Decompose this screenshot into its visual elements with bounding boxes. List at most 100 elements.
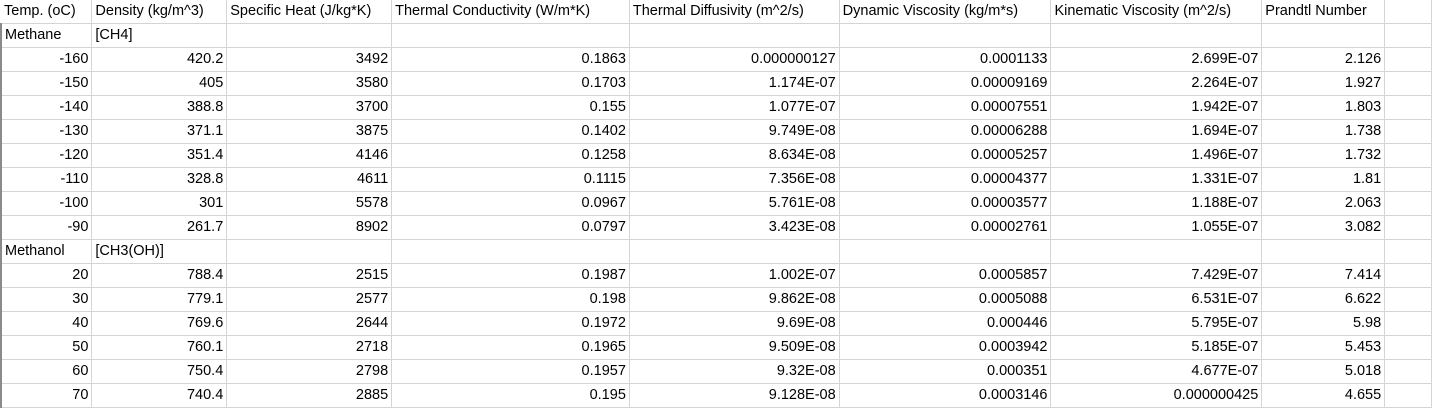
data-cell[interactable]: 2515 — [226, 263, 393, 288]
data-cell[interactable]: 6.531E-07 — [1050, 287, 1263, 312]
data-cell[interactable]: 1.803 — [1261, 95, 1386, 120]
data-cell[interactable]: 5.795E-07 — [1050, 311, 1263, 336]
column-header-cell[interactable] — [1384, 0, 1432, 24]
column-header-cell[interactable]: Thermal Diffusivity (m^2/s) — [629, 0, 840, 24]
data-cell[interactable]: 0.0967 — [391, 191, 630, 216]
data-cell[interactable]: 1.942E-07 — [1050, 95, 1263, 120]
data-cell[interactable]: 0.1965 — [391, 335, 630, 360]
formula-cell[interactable] — [1050, 23, 1263, 48]
data-cell[interactable]: 60 — [0, 359, 93, 384]
formula-cell[interactable]: [CH4] — [91, 23, 228, 48]
data-cell[interactable]: 2644 — [226, 311, 393, 336]
formula-cell[interactable] — [839, 23, 1052, 48]
data-cell[interactable]: 0.0005088 — [839, 287, 1052, 312]
data-cell[interactable]: 7.356E-08 — [629, 167, 840, 192]
data-cell[interactable]: 0.0003146 — [839, 383, 1052, 408]
data-cell[interactable]: 0.1703 — [391, 71, 630, 96]
formula-cell[interactable] — [1384, 23, 1432, 48]
data-cell[interactable]: 2798 — [226, 359, 393, 384]
column-header-cell[interactable]: Thermal Conductivity (W/m*K) — [391, 0, 630, 24]
data-cell[interactable]: 5.98 — [1261, 311, 1386, 336]
data-cell[interactable]: 1.174E-07 — [629, 71, 840, 96]
data-cell[interactable] — [1384, 335, 1432, 360]
data-cell[interactable]: 0.00006288 — [839, 119, 1052, 144]
column-header-cell[interactable]: Specific Heat (J/kg*K) — [226, 0, 393, 24]
data-cell[interactable]: 40 — [0, 311, 93, 336]
data-cell[interactable]: 0.198 — [391, 287, 630, 312]
data-cell[interactable]: 3.423E-08 — [629, 215, 840, 240]
formula-cell[interactable] — [226, 23, 393, 48]
data-cell[interactable] — [1384, 95, 1432, 120]
data-cell[interactable]: 0.1402 — [391, 119, 630, 144]
formula-cell[interactable] — [629, 239, 840, 264]
data-cell[interactable]: 779.1 — [91, 287, 228, 312]
data-cell[interactable]: 1.81 — [1261, 167, 1386, 192]
data-cell[interactable]: 0.00003577 — [839, 191, 1052, 216]
data-cell[interactable]: 20 — [0, 263, 93, 288]
data-cell[interactable]: 3875 — [226, 119, 393, 144]
formula-cell[interactable] — [391, 23, 630, 48]
column-header-cell[interactable]: Kinematic Viscosity (m^2/s) — [1050, 0, 1263, 24]
data-cell[interactable] — [1384, 191, 1432, 216]
data-cell[interactable]: 0.00009169 — [839, 71, 1052, 96]
data-cell[interactable]: 4611 — [226, 167, 393, 192]
data-cell[interactable]: 420.2 — [91, 47, 228, 72]
data-cell[interactable]: 0.0797 — [391, 215, 630, 240]
data-cell[interactable]: 0.00004377 — [839, 167, 1052, 192]
column-header-cell[interactable]: Dynamic Viscosity (kg/m*s) — [839, 0, 1052, 24]
data-cell[interactable]: 0.1987 — [391, 263, 630, 288]
data-cell[interactable]: 50 — [0, 335, 93, 360]
data-cell[interactable] — [1384, 287, 1432, 312]
data-cell[interactable]: 9.509E-08 — [629, 335, 840, 360]
data-cell[interactable]: 328.8 — [91, 167, 228, 192]
data-cell[interactable]: 1.002E-07 — [629, 263, 840, 288]
data-cell[interactable]: 0.1957 — [391, 359, 630, 384]
data-cell[interactable] — [1384, 311, 1432, 336]
data-cell[interactable]: 2.126 — [1261, 47, 1386, 72]
data-cell[interactable]: 30 — [0, 287, 93, 312]
data-cell[interactable]: 1.738 — [1261, 119, 1386, 144]
data-cell[interactable]: 1.077E-07 — [629, 95, 840, 120]
data-cell[interactable]: 3492 — [226, 47, 393, 72]
data-cell[interactable]: 0.0001133 — [839, 47, 1052, 72]
data-cell[interactable]: 0.00005257 — [839, 143, 1052, 168]
data-cell[interactable]: 7.429E-07 — [1050, 263, 1263, 288]
data-cell[interactable]: 4146 — [226, 143, 393, 168]
data-cell[interactable]: 3700 — [226, 95, 393, 120]
data-cell[interactable]: 750.4 — [91, 359, 228, 384]
data-cell[interactable]: 3580 — [226, 71, 393, 96]
column-header-cell[interactable]: Density (kg/m^3) — [91, 0, 228, 24]
data-cell[interactable] — [1384, 167, 1432, 192]
data-cell[interactable]: 371.1 — [91, 119, 228, 144]
data-cell[interactable]: 788.4 — [91, 263, 228, 288]
data-cell[interactable]: 2.264E-07 — [1050, 71, 1263, 96]
data-cell[interactable] — [1384, 383, 1432, 408]
data-cell[interactable]: 9.862E-08 — [629, 287, 840, 312]
data-cell[interactable]: 3.082 — [1261, 215, 1386, 240]
substance-name-cell[interactable]: Methane — [0, 23, 93, 48]
data-cell[interactable]: 0.000351 — [839, 359, 1052, 384]
data-cell[interactable]: 1.732 — [1261, 143, 1386, 168]
data-cell[interactable]: 405 — [91, 71, 228, 96]
formula-cell[interactable] — [1261, 239, 1386, 264]
data-cell[interactable]: 0.1258 — [391, 143, 630, 168]
data-cell[interactable]: 2885 — [226, 383, 393, 408]
data-cell[interactable]: 4.655 — [1261, 383, 1386, 408]
data-cell[interactable]: 9.749E-08 — [629, 119, 840, 144]
data-cell[interactable]: 0.00002761 — [839, 215, 1052, 240]
data-cell[interactable]: 0.000000127 — [629, 47, 840, 72]
data-cell[interactable] — [1384, 71, 1432, 96]
data-cell[interactable]: 70 — [0, 383, 93, 408]
data-cell[interactable]: 2.063 — [1261, 191, 1386, 216]
data-cell[interactable]: 5.453 — [1261, 335, 1386, 360]
column-header-cell[interactable]: Temp. (oC) — [1, 0, 93, 24]
data-cell[interactable]: 1.496E-07 — [1050, 143, 1263, 168]
data-cell[interactable]: -100 — [0, 191, 93, 216]
data-cell[interactable]: 4.677E-07 — [1050, 359, 1263, 384]
data-cell[interactable]: 1.694E-07 — [1050, 119, 1263, 144]
data-cell[interactable]: 301 — [91, 191, 228, 216]
data-cell[interactable] — [1384, 359, 1432, 384]
data-cell[interactable]: 0.1863 — [391, 47, 630, 72]
data-cell[interactable]: -120 — [0, 143, 93, 168]
data-cell[interactable]: -130 — [0, 119, 93, 144]
